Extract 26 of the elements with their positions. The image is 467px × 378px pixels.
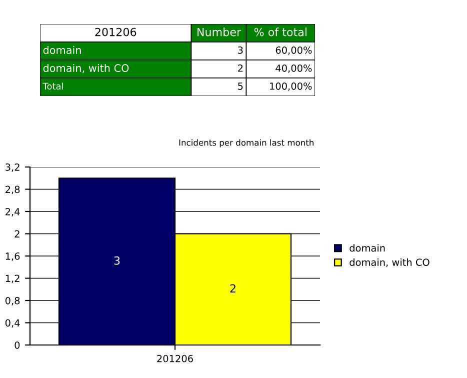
y-tick-label: 2,4	[6, 208, 20, 216]
y-tick-label: 1,6	[6, 252, 20, 261]
y-tick-label: 2,8	[6, 186, 20, 194]
y-tick-label: 0	[14, 341, 20, 349]
y-tick-label: 3,2	[6, 163, 20, 172]
y-tick-label: 0,8	[5, 296, 20, 306]
text: 100,00%	[270, 82, 312, 91]
text: domain, with CO	[43, 64, 129, 74]
y-tick-label: 1,2	[6, 274, 20, 284]
text: % of total	[254, 28, 306, 36]
data-label: 3	[114, 256, 120, 265]
legend-label: domain, with CO	[350, 258, 430, 267]
text: domain	[43, 46, 81, 54]
legend-label: domain	[350, 244, 385, 252]
text: Total	[42, 82, 63, 90]
y-tick-label: 2	[14, 230, 20, 238]
data-label: 2	[230, 284, 236, 292]
text: Number	[198, 28, 242, 36]
text: 3	[238, 46, 243, 54]
chart-title: Incidents per domain last month	[179, 139, 314, 148]
text: 2	[238, 64, 243, 72]
text: 60,00%	[276, 46, 312, 55]
text: 5	[238, 82, 243, 90]
text: 201206	[95, 28, 136, 36]
y-tick-label: 0,4	[5, 319, 20, 328]
text: 40,00%	[276, 64, 312, 73]
